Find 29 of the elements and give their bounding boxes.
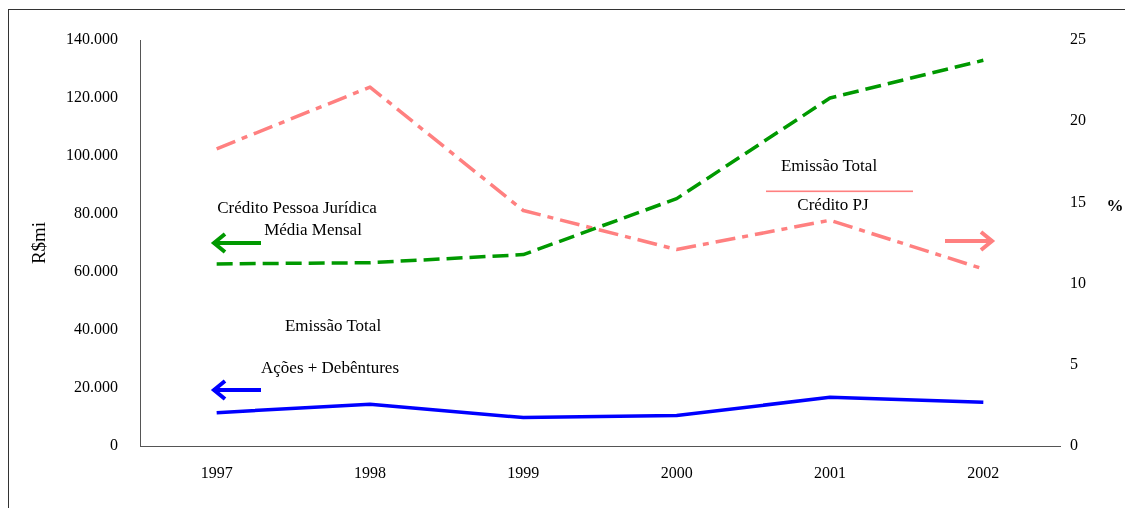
y-axis-title: R$mi xyxy=(27,221,49,265)
line-series xyxy=(214,58,986,266)
y-tick-label: 80.000 xyxy=(74,204,118,222)
x-tick-label: 2000 xyxy=(660,463,693,481)
annotation: Emissão Total xyxy=(284,316,382,336)
y2-axis-title: % xyxy=(1106,195,1124,215)
x-tick-label: 1997 xyxy=(200,463,233,481)
annotation: Emissão Total xyxy=(780,156,878,176)
y-tick-label: 120.000 xyxy=(66,88,118,106)
y2-tick-label: 10 xyxy=(1070,273,1086,291)
y2-tick-label: 25 xyxy=(1070,30,1086,48)
y-tick-label: 100.000 xyxy=(66,146,118,164)
y2-tick-label: 5 xyxy=(1070,355,1078,372)
y-tick-label: 20.000 xyxy=(74,378,118,396)
x-tick-label: 1999 xyxy=(507,463,540,481)
annotation: Crédito Pessoa Jurídica xyxy=(217,198,377,218)
y-tick-label: 60.000 xyxy=(74,262,118,280)
y-tick-label: 0 xyxy=(110,436,118,454)
y-tick-label: 140.000 xyxy=(66,30,118,48)
y2-tick-label: 20 xyxy=(1070,111,1086,129)
y2-tick-label: 0 xyxy=(1070,436,1078,454)
annotation: Crédito PJ xyxy=(797,195,869,215)
x-tick-label: 2001 xyxy=(814,463,846,481)
x-tick-label: 1998 xyxy=(354,463,386,481)
annotation: Ações + Debêntures xyxy=(261,358,399,378)
y2-tick-label: 15 xyxy=(1070,192,1086,210)
annotation: Média Mensal xyxy=(264,220,362,240)
x-tick-label: 2002 xyxy=(967,463,1000,481)
y-tick-label: 40.000 xyxy=(74,320,118,338)
